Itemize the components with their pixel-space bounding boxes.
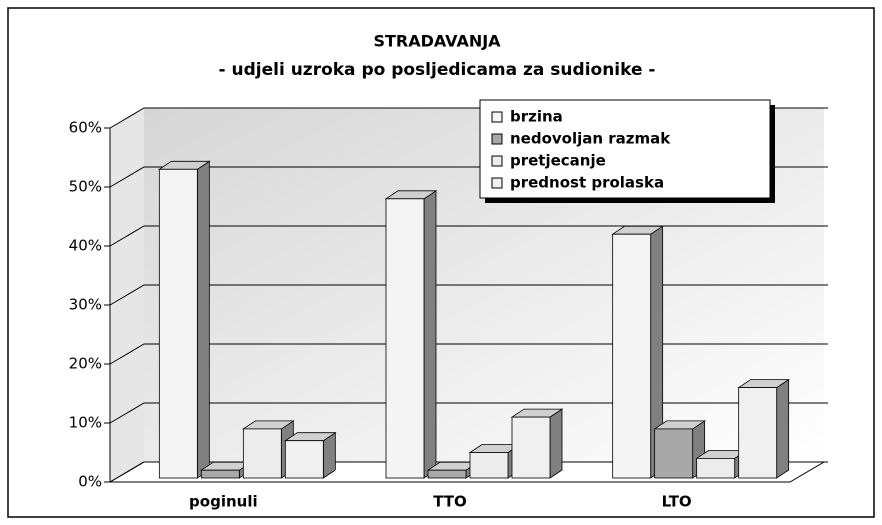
bar-side [423, 190, 437, 479]
legend-label: prednost prolaska [510, 174, 664, 192]
bar [427, 469, 467, 479]
bar [385, 198, 425, 479]
legend-marker [491, 155, 503, 167]
grid-line [109, 402, 828, 424]
y-tick-label: 0% [78, 473, 102, 491]
legend [479, 99, 771, 199]
y-tick-label: 30% [69, 296, 102, 314]
grid-line [109, 284, 828, 306]
x-tick-label: poginuli [189, 493, 258, 511]
bar [200, 469, 240, 479]
y-tick-label: 10% [69, 414, 102, 432]
legend-label: brzina [510, 108, 563, 126]
y-tick-label: 20% [69, 355, 102, 373]
bar [242, 428, 282, 479]
bar [696, 457, 736, 479]
y-tick-label: 40% [69, 237, 102, 255]
bar [511, 416, 551, 479]
legend-marker [491, 111, 503, 123]
y-tick-label: 60% [69, 119, 102, 137]
y-tick-label: 50% [69, 178, 102, 196]
legend-label: pretjecanje [510, 152, 606, 170]
grid-line [109, 225, 828, 247]
bar [738, 387, 778, 479]
chart-title: STRADAVANJA [373, 32, 501, 51]
bar [284, 440, 324, 479]
grid-line [109, 343, 828, 365]
bar [654, 428, 694, 479]
bar-side [196, 160, 210, 479]
chart-subtitle: - udjeli uzroka po posljedicama za sudio… [219, 60, 656, 80]
legend-marker [491, 133, 503, 145]
bar [469, 452, 509, 479]
bar-side [549, 408, 563, 479]
x-tick-label: TTO [433, 493, 467, 511]
legend-marker [491, 177, 503, 189]
grid-line [109, 461, 828, 483]
bar [612, 233, 652, 479]
legend-label: nedovoljan razmak [510, 130, 671, 148]
bar-side [776, 378, 790, 479]
x-tick-label: LTO [662, 493, 692, 511]
bar [158, 168, 198, 479]
